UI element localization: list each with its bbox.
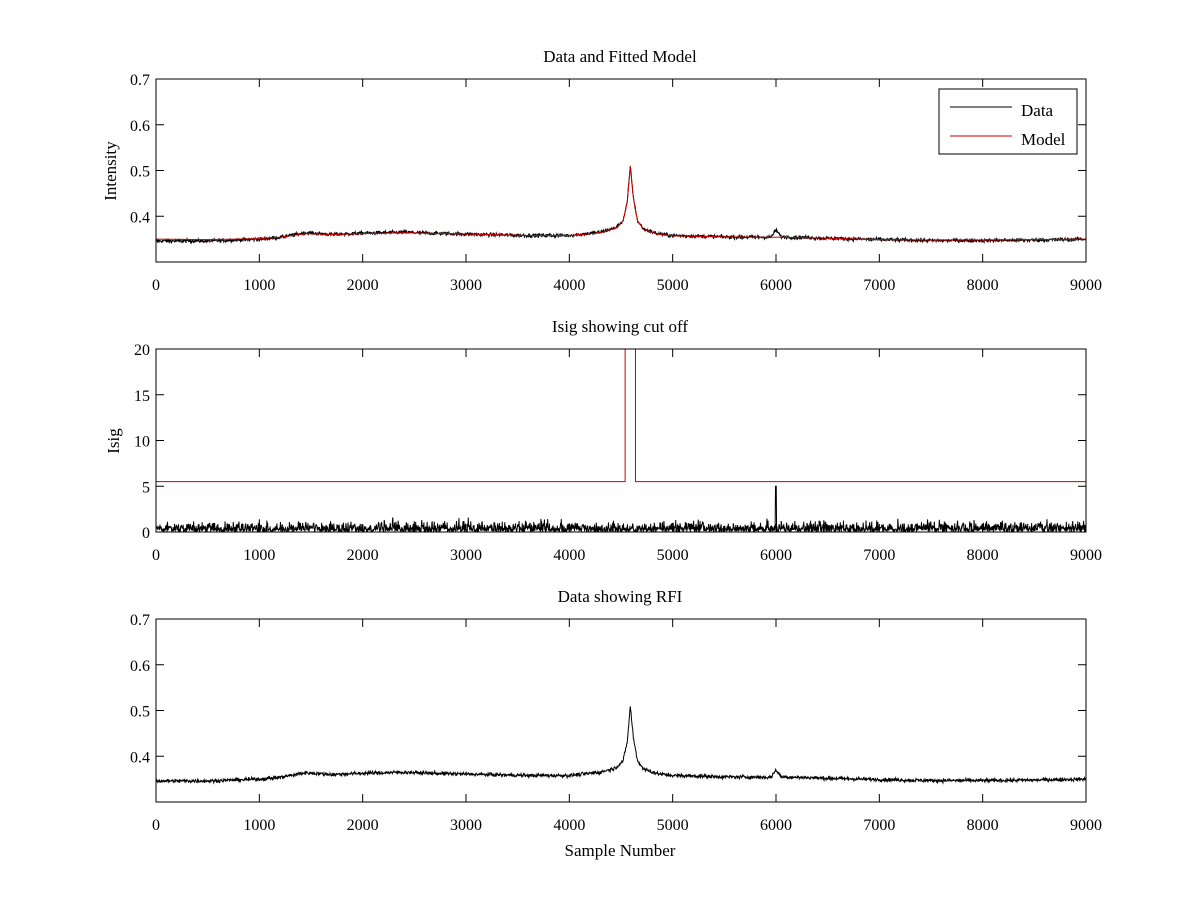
panel-3-title: Data showing RFI: [558, 587, 683, 606]
series-group: [156, 706, 1086, 785]
panel-3-xlabel: Sample Number: [565, 841, 676, 860]
x-tick-label: 7000: [863, 547, 895, 564]
series-group: [156, 349, 1086, 532]
y-tick-label: 0.6: [130, 118, 150, 135]
y-tick-label: 0.7: [130, 612, 150, 629]
x-tick-label: 8000: [967, 817, 999, 834]
panel-data-and-model: Data and Fitted Model Intensity 0 1000 200…: [101, 47, 1102, 294]
y-tick-label: 0.5: [130, 704, 150, 721]
x-tick-label: 7000: [863, 277, 895, 294]
series-line-model: [156, 165, 1086, 241]
legend-label-data: Data: [1021, 101, 1054, 120]
x-tick-label: 2000: [347, 547, 379, 564]
panel-data-rfi: Data showing RFI Sample Number 0 1000 2000…: [130, 587, 1102, 860]
x-tick-label: 5000: [657, 547, 689, 564]
y-tick-label: 0.6: [130, 658, 150, 675]
x-tick-label: 5000: [657, 277, 689, 294]
x-tick-label: 4000: [553, 817, 585, 834]
panel-isig-cut-off: Isig showing cut off Isig 0 1000 2000 3000 4…: [104, 317, 1102, 564]
y-tick-label: 5: [142, 479, 150, 496]
y-tick-label: 0.5: [130, 164, 150, 181]
x-tick-label: 0: [152, 277, 160, 294]
y-tick-label: 20: [134, 342, 150, 359]
x-tick-label: 1000: [243, 277, 275, 294]
y-tick-label: 15: [134, 388, 150, 405]
y-tick-label: 0.4: [130, 749, 150, 766]
panel-1-plot-area: 0 1000 2000 3000 4000 5000 6000 7000 8000 9000 0.4…: [130, 72, 1102, 294]
x-tick-label: 3000: [450, 547, 482, 564]
series-line-data: [156, 706, 1086, 785]
series-line-cut-off: [156, 349, 1086, 483]
panel-1-title: Data and Fitted Model: [543, 47, 697, 66]
x-tick-label: 6000: [760, 547, 792, 564]
y-tick-label: 0.7: [130, 72, 150, 89]
panel-1-legend: Data Model: [938, 88, 1078, 155]
x-tick-label: 4000: [553, 277, 585, 294]
legend-box: [938, 88, 1078, 155]
y-tick-label: 10: [134, 434, 150, 451]
x-tick-label: 8000: [967, 277, 999, 294]
x-tick-label: 2000: [347, 817, 379, 834]
panel-2-plot-area: 0 1000 2000 3000 4000 5000 6000 7000 8000 9000 0 5 1…: [134, 342, 1102, 564]
x-tick-label: 3000: [450, 277, 482, 294]
x-tick-label: 0: [152, 817, 160, 834]
x-tick-label: 2000: [347, 277, 379, 294]
x-tick-label: 9000: [1070, 547, 1102, 564]
y-tick-label: 0: [142, 525, 150, 542]
x-tick-label: 4000: [553, 547, 585, 564]
x-tick-label: 7000: [863, 817, 895, 834]
panel-2-ylabel: Isig: [104, 428, 123, 454]
series-line-isig: [156, 485, 1086, 532]
x-tick-label: 6000: [760, 277, 792, 294]
x-tick-label: 0: [152, 547, 160, 564]
x-tick-label: 9000: [1070, 817, 1102, 834]
panel-1-ylabel: Intensity: [101, 141, 120, 201]
x-tick-label: 5000: [657, 817, 689, 834]
legend-label-model: Model: [1021, 130, 1066, 149]
panel-2-title: Isig showing cut off: [552, 317, 688, 336]
x-tick-label: 6000: [760, 817, 792, 834]
x-tick-label: 9000: [1070, 277, 1102, 294]
series-group: [156, 165, 1086, 245]
x-tick-label: 3000: [450, 817, 482, 834]
y-tick-label: 0.4: [130, 209, 150, 226]
x-tick-label: 8000: [967, 547, 999, 564]
panel-3-plot-area: 0 1000 2000 3000 4000 5000 6000 7000 8000 9000 0.4…: [130, 612, 1102, 834]
x-tick-label: 1000: [243, 547, 275, 564]
x-tick-label: 1000: [243, 817, 275, 834]
